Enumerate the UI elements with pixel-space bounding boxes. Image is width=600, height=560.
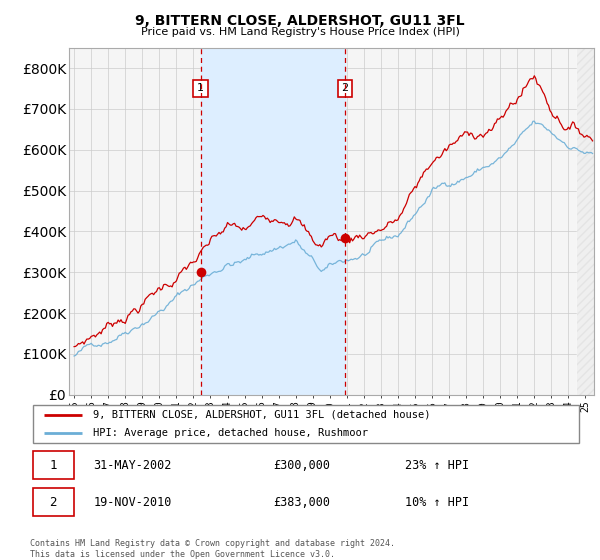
Text: 19-NOV-2010: 19-NOV-2010 [94, 496, 172, 509]
Text: Contains HM Land Registry data © Crown copyright and database right 2024.
This d: Contains HM Land Registry data © Crown c… [30, 539, 395, 559]
Text: 31-MAY-2002: 31-MAY-2002 [94, 459, 172, 472]
Text: Price paid vs. HM Land Registry's House Price Index (HPI): Price paid vs. HM Land Registry's House … [140, 27, 460, 37]
Text: £383,000: £383,000 [273, 496, 330, 509]
FancyBboxPatch shape [33, 488, 74, 516]
Text: 2: 2 [49, 496, 57, 509]
Bar [577, 48, 594, 395]
Text: HPI: Average price, detached house, Rushmoor: HPI: Average price, detached house, Rush… [94, 428, 368, 438]
Text: 1: 1 [197, 83, 204, 94]
Text: 10% ↑ HPI: 10% ↑ HPI [406, 496, 469, 509]
FancyBboxPatch shape [33, 451, 74, 479]
Text: 23% ↑ HPI: 23% ↑ HPI [406, 459, 469, 472]
Text: 9, BITTERN CLOSE, ALDERSHOT, GU11 3FL (detached house): 9, BITTERN CLOSE, ALDERSHOT, GU11 3FL (d… [94, 410, 431, 420]
Text: £300,000: £300,000 [273, 459, 330, 472]
Bar [577, 48, 594, 395]
Text: 2: 2 [341, 83, 349, 94]
Text: 1: 1 [49, 459, 57, 472]
FancyBboxPatch shape [33, 405, 579, 443]
Text: 9, BITTERN CLOSE, ALDERSHOT, GU11 3FL: 9, BITTERN CLOSE, ALDERSHOT, GU11 3FL [135, 14, 465, 28]
Bar [200, 48, 345, 395]
